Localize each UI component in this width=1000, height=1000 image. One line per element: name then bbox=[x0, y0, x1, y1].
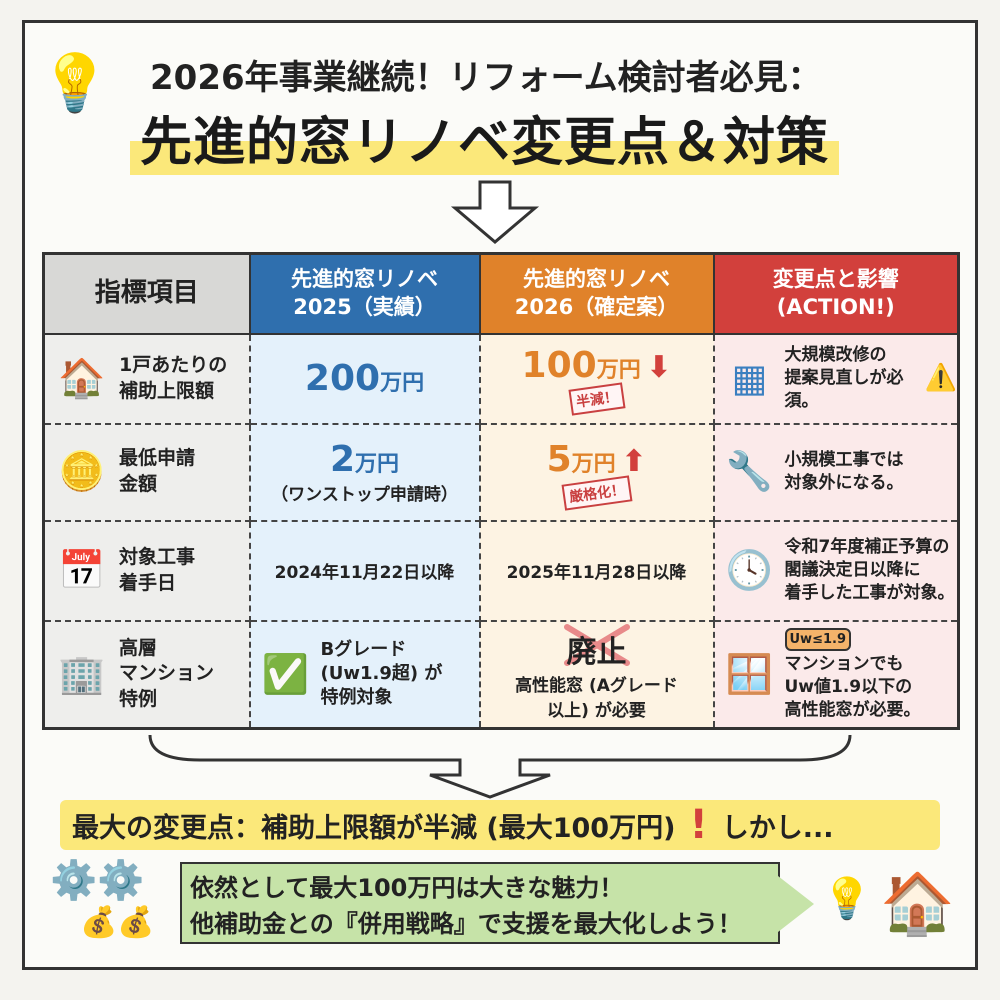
table-row: 🏠 1戸あたりの 補助上限額 200万円 100万円 ⬇ 半減！ ▦ 大規模改修の 提… bbox=[42, 332, 960, 425]
unit: 万円 bbox=[355, 452, 400, 477]
banner-tail: しかし... bbox=[721, 812, 834, 844]
value-2026: 2025年11月28日以降 bbox=[478, 519, 715, 622]
action-text: マンションでも Uw値1.9以下の 高性能窓が必要。 bbox=[784, 654, 921, 720]
action-text: 小規模工事では 対象外になる。 bbox=[784, 450, 904, 493]
coins-icon: 🪙 bbox=[58, 449, 106, 494]
value-2025: 2024年11月22日以降 bbox=[248, 519, 481, 622]
comparison-table: 指標項目 先進的窓リノベ 2025（実績） 先進的窓リノベ 2026（確定案） … bbox=[42, 252, 960, 730]
warning-icon: ⚠️ bbox=[924, 362, 957, 393]
value-2026: 廃止 bbox=[566, 635, 627, 671]
stamp-halved: 半減！ bbox=[567, 382, 626, 416]
clock-icon: 🕓 bbox=[725, 547, 774, 592]
row-label: 最低申請 金額 bbox=[119, 447, 196, 495]
banner-text: 最大の変更点：補助上限額が半減 (最大100万円) bbox=[72, 812, 676, 844]
header-action: 変更点と影響 (ACTION!) bbox=[712, 252, 960, 335]
footer-line1: 依然として最大100万円は大きな魅力！ bbox=[190, 874, 624, 902]
row-label: 高層 マンション 特例 bbox=[119, 636, 215, 711]
table-row: 📅 対象工事 着手日 2024年11月22日以降 2025年11月28日以降 🕓 令… bbox=[42, 519, 960, 622]
header-2026: 先進的窓リノベ 2026（確定案） bbox=[478, 252, 715, 335]
down-arrow-icon: ⬇ bbox=[646, 350, 672, 385]
unit: 万円 bbox=[571, 451, 616, 477]
value-2025: Bグレード (Uw1.9超) が 特例対象 bbox=[320, 638, 443, 709]
value-2025: 200 bbox=[304, 358, 381, 399]
header-item: 指標項目 bbox=[42, 252, 251, 335]
uw-badge: Uw≤1.9 bbox=[784, 627, 851, 652]
money-bags-icon: 💰💰 bbox=[80, 905, 155, 940]
building-icon: 🏢 bbox=[58, 651, 106, 696]
title-line1: 2026年事業継続！リフォーム検討者必見： bbox=[150, 58, 822, 98]
check-icon: ✅ bbox=[261, 651, 310, 696]
action-text: 令和7年度補正予算の 閣議決定日以降に 着手した工事が対象。 bbox=[784, 537, 955, 603]
row-label: 対象工事 着手日 bbox=[119, 545, 196, 594]
action-text: 大規模改修の 提案見直しが必須。 bbox=[784, 345, 904, 411]
house-money-icon: 🏠 bbox=[58, 355, 106, 400]
blueprint-icon: ▦ bbox=[731, 355, 768, 400]
key-change-banner: 最大の変更点：補助上限額が半減 (最大100万円)! しかし... bbox=[60, 800, 940, 850]
row-label: 1戸あたりの 補助上限額 bbox=[119, 353, 228, 402]
value-2026: 5 bbox=[546, 438, 572, 480]
wrench-icon: 🔧 bbox=[725, 449, 774, 494]
stamp-stricter: 厳格化！ bbox=[561, 474, 632, 511]
lightbulb-icon: 💡 bbox=[822, 876, 872, 922]
page-title: 先進的窓リノベ変更点＆対策 bbox=[130, 100, 840, 175]
up-arrow-icon: ⬆ bbox=[621, 443, 647, 479]
value-2025: 2 bbox=[329, 439, 356, 480]
cross-icon bbox=[563, 624, 630, 667]
unit: 万円 bbox=[380, 371, 425, 396]
calendar-icon: 📅 bbox=[58, 547, 106, 592]
table-row: 🪙 最低申請 金額 2万円 （ワンストップ申請時） 5万円 ⬆ 厳格化！ 🔧 小規模工事… bbox=[42, 422, 960, 522]
footer-line2: 他補助金との『併用戦略』で支援を最大化しよう！ bbox=[190, 910, 742, 938]
connector-arrow-icon bbox=[148, 735, 852, 799]
lightbulb-icon: 💡 bbox=[40, 51, 110, 116]
abolished-mark: 廃止 bbox=[563, 624, 630, 671]
value-note: 高性能窓 (Aグレード 以上) が必要 bbox=[515, 676, 678, 722]
smiling-house-icon: 🏠 bbox=[880, 869, 955, 939]
value-note: （ワンストップ申請時） bbox=[271, 485, 458, 505]
window-icon: 🪟 bbox=[725, 651, 774, 696]
unit: 万円 bbox=[596, 358, 641, 383]
footer-message: 依然として最大100万円は大きな魅力！ 他補助金との『併用戦略』で支援を最大化しよ… bbox=[180, 862, 814, 944]
table-row: 🏢 高層 マンション 特例 ✅ Bグレード (Uw1.9超) が 特例対象 廃止高性… bbox=[42, 619, 960, 730]
exclamation-icon: ! bbox=[689, 802, 708, 848]
down-arrow-icon bbox=[450, 180, 540, 244]
header-2025: 先進的窓リノベ 2025（実績） bbox=[248, 252, 481, 335]
gears-icon: ⚙️⚙️ bbox=[50, 858, 145, 902]
value-2026: 100 bbox=[521, 345, 597, 386]
